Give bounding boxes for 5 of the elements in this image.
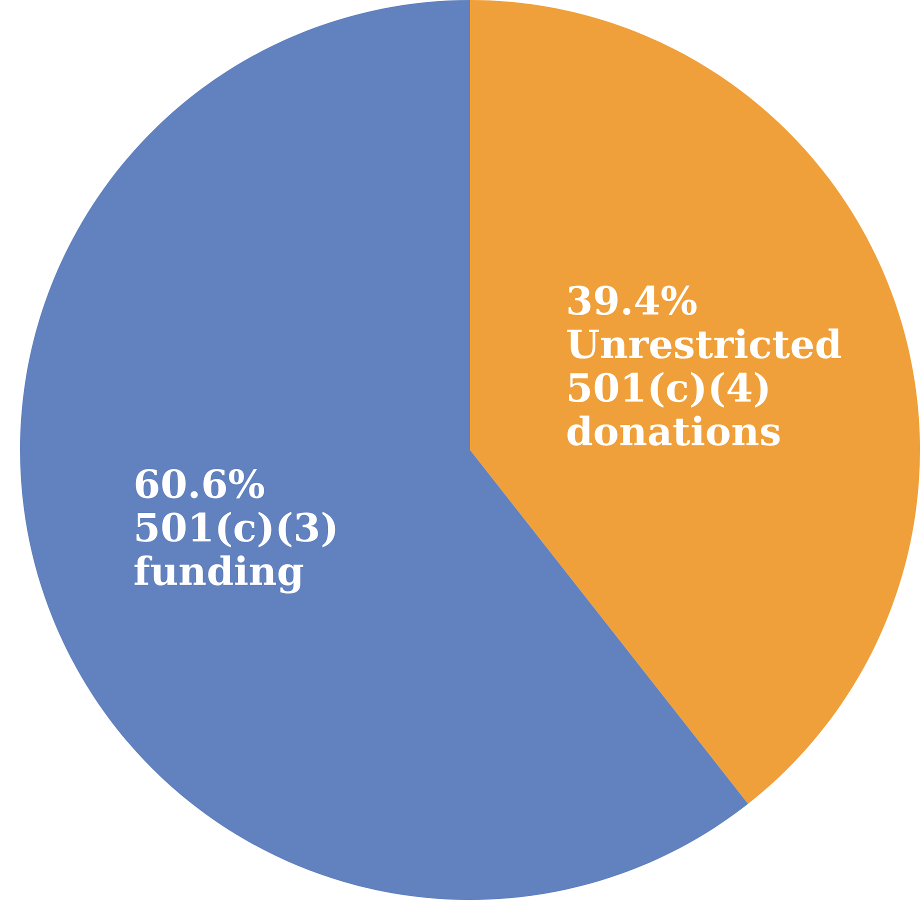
slice-label: Unrestricted 501(c)(4) donations (567, 328, 842, 446)
slice-label: 501(c)(3) funding (134, 512, 336, 594)
pie-slice (470, 0, 920, 804)
data-label: 60.6% (136, 468, 264, 498)
data-label: 39.4% (568, 286, 697, 316)
